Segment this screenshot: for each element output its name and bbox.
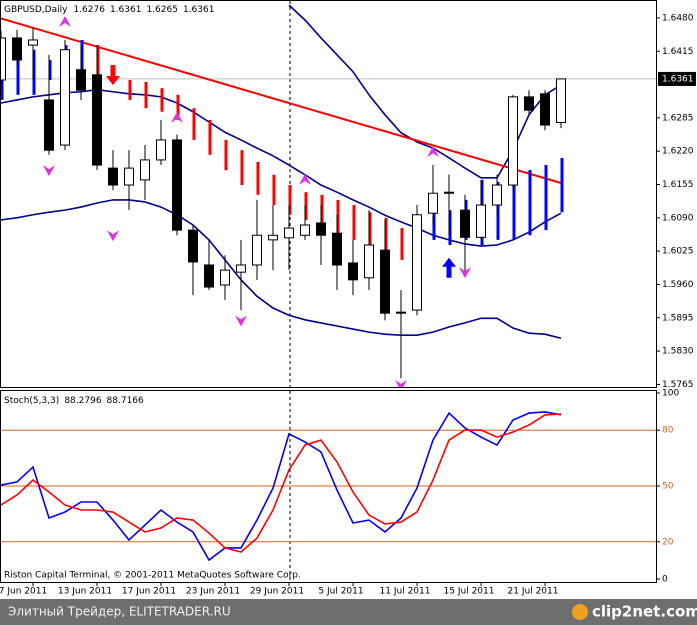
candle-body	[300, 224, 310, 236]
y-tick-label: 1.5895	[662, 313, 694, 323]
current-price-label: 1.6361	[662, 74, 694, 84]
candle-body	[28, 39, 38, 46]
candle-body	[556, 78, 566, 123]
candle-body	[236, 264, 246, 273]
fractal	[43, 165, 55, 177]
close-value: 1.6361	[183, 5, 215, 15]
candle-body	[140, 159, 150, 181]
current-price-box	[658, 71, 696, 86]
stoch-main: 88.2796	[64, 396, 101, 406]
fractal	[299, 173, 311, 185]
low-value: 1.6265	[146, 5, 178, 15]
stoch-title: Stoch(5,3,3)	[4, 396, 59, 406]
x-tick-label: 17 Jun 2011	[122, 587, 176, 597]
logo-icon	[572, 604, 588, 620]
candle-body	[1, 37, 6, 81]
candle-body	[252, 234, 262, 266]
y-tick-label: 0	[662, 575, 668, 585]
fractal	[171, 111, 183, 123]
x-tick-label: 13 Jun 2011	[58, 587, 112, 597]
candle-body	[156, 139, 166, 161]
header: GBPUSD,Daily 1.6276 1.6361 1.6265 1.6361	[4, 5, 214, 15]
stoch-plot	[1, 411, 656, 562]
candle-body	[60, 49, 70, 146]
y-tick-label: 1.6155	[662, 180, 694, 190]
candle-body	[44, 99, 54, 151]
y-tick-label: 1.5960	[662, 280, 694, 290]
y-tick-label: 1.6480	[662, 13, 694, 23]
y-tick-label: 1.5765	[662, 380, 694, 390]
watermark: Элитный Трейдер, ELITETRADER.RU	[8, 605, 231, 619]
y-tick-label: 80	[662, 426, 674, 436]
candle-body	[412, 214, 422, 311]
candle-body	[316, 222, 326, 236]
candle-body	[204, 264, 214, 288]
fractal	[107, 230, 119, 242]
trend-line	[1, 17, 562, 184]
open-value: 1.6276	[73, 5, 105, 15]
candle-body	[492, 184, 502, 206]
candle-body	[76, 69, 86, 91]
y-tick-label: 1.6090	[662, 213, 694, 223]
x-tick-label: 21 Jul 2011	[508, 587, 559, 597]
candle-body	[188, 229, 198, 263]
y-tick-label: 20	[662, 537, 674, 547]
fractal	[459, 267, 471, 279]
candle-body	[508, 96, 518, 186]
y-tick-label: 1.6220	[662, 147, 694, 157]
y-tick-label: 100	[662, 389, 679, 399]
y-tick-label: 1.5830	[662, 347, 694, 357]
candle-body	[108, 167, 118, 186]
band-lower	[1, 199, 562, 340]
stoch-header: Stoch(5,3,3) 88.2796 88.7166	[4, 396, 144, 406]
main-plot	[1, 4, 656, 387]
fractal	[235, 315, 247, 327]
x-tick-label: 5 Jul 2011	[318, 587, 363, 597]
candle-body	[220, 269, 230, 286]
stoch-line	[1, 413, 562, 553]
signal-arrow	[442, 257, 456, 278]
symbol: GBPUSD,Daily	[4, 5, 68, 15]
x-tick-label: 29 Jun 2011	[250, 587, 304, 597]
y-tick-label: 50	[662, 482, 674, 492]
copyright: Riston Capital Terminal, © 2001-2011 Met…	[4, 571, 301, 581]
y-tick-label: 1.6025	[662, 247, 694, 257]
candle-body	[332, 232, 342, 266]
fractal	[395, 379, 407, 387]
candle-body	[380, 249, 390, 314]
candle-body	[124, 167, 134, 186]
candle-body	[348, 262, 358, 281]
candle-body	[540, 93, 550, 126]
logo: clip2net.com	[592, 603, 697, 621]
candle-body	[444, 191, 454, 194]
candle-body	[268, 234, 278, 241]
candle-body	[524, 96, 534, 111]
fractal	[59, 16, 71, 28]
high-value: 1.6361	[110, 5, 142, 15]
candle-body	[12, 37, 22, 61]
signal-arrow	[106, 65, 120, 86]
axes: 1.6480 1.6415 1.6285 1.6220 1.6155 1.6090 1.60…	[0, 13, 696, 597]
candle-body	[428, 192, 438, 214]
candle-body	[284, 227, 294, 239]
x-tick-label: 7 Jun 2011	[0, 587, 47, 597]
fractal	[427, 146, 439, 158]
candle-body	[460, 209, 470, 238]
candle-body	[364, 244, 374, 279]
y-tick-label: 1.6415	[662, 47, 694, 57]
candle-body	[476, 204, 486, 238]
candle-body	[396, 311, 406, 314]
candle-body	[92, 74, 102, 166]
x-tick-label: 15 Jul 2011	[444, 587, 495, 597]
candle-body	[172, 139, 182, 231]
x-tick-label: 11 Jul 2011	[380, 587, 431, 597]
y-tick-label: 1.6285	[662, 113, 694, 123]
stoch-signal: 88.7166	[107, 396, 144, 406]
x-tick-label: 23 Jun 2011	[186, 587, 240, 597]
